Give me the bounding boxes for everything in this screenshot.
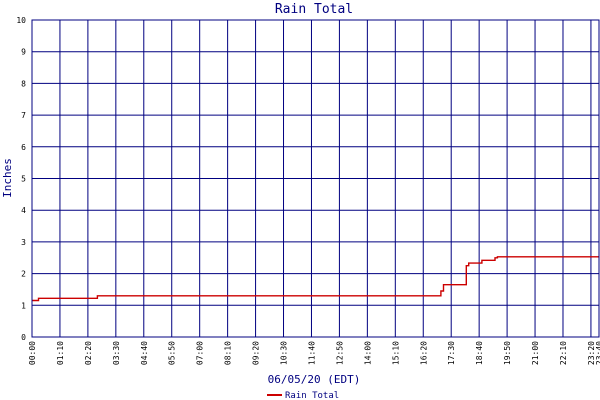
y-tick-label: 7 (21, 111, 26, 120)
series-line-rain-total (32, 256, 599, 302)
legend: Rain Total (267, 391, 339, 400)
y-tick-label: 4 (21, 206, 26, 215)
x-tick-label: 09:20 (252, 341, 261, 365)
chart-grid (32, 19, 599, 338)
y-tick-label: 3 (21, 238, 26, 247)
x-tick-label: 01:10 (56, 341, 65, 365)
plot-series (32, 256, 599, 302)
y-tick-label: 10 (16, 16, 26, 25)
x-tick-label: 11:40 (307, 341, 316, 365)
x-tick-label: 15:10 (391, 341, 400, 365)
x-tick-label: 04:40 (140, 341, 149, 365)
y-tick-label: 9 (21, 48, 26, 57)
y-tick-label: 0 (21, 333, 26, 342)
x-tick-label: 08:10 (224, 341, 233, 365)
y-axis-label: Inches (1, 158, 14, 198)
chart-title: Rain Total (275, 2, 353, 17)
y-tick-label: 6 (21, 143, 26, 152)
x-tick-label: 07:00 (196, 341, 205, 365)
x-tick-label: 18:40 (475, 341, 484, 365)
x-tick-label: 00:00 (28, 341, 37, 365)
x-tick-label: 14:00 (363, 341, 372, 365)
x-tick-label: 02:20 (84, 341, 93, 365)
y-tick-label: 1 (21, 301, 26, 310)
x-axis-ticks: 00:00 01:10 02:20 03:30 04:40 05:50 07:00 08:10… (28, 341, 600, 365)
y-axis-ticks: 0 1 2 3 4 5 6 7 8 9 10 (16, 16, 26, 342)
x-tick-label: 03:30 (112, 341, 121, 365)
x-tick-label: 12:50 (335, 341, 344, 365)
y-tick-label: 8 (21, 79, 26, 88)
x-tick-label: 05:50 (168, 341, 177, 365)
legend-label-rain-total: Rain Total (285, 391, 339, 400)
y-tick-label: 2 (21, 270, 26, 279)
x-tick-label: 19:50 (503, 341, 512, 365)
x-axis-label: 06/05/20 (EDT) (268, 373, 361, 386)
x-tick-label: 16:20 (419, 341, 428, 365)
plot-frame (31, 19, 600, 338)
y-tick-label: 5 (21, 175, 26, 184)
x-tick-label: 21:00 (531, 341, 540, 365)
x-tick-label: 10:30 (280, 341, 289, 365)
x-tick-label: 23:20 (587, 341, 596, 365)
x-tick-label: 22:10 (559, 341, 568, 365)
x-tick-label: 23:40 (595, 341, 600, 365)
x-tick-label: 17:30 (447, 341, 456, 365)
